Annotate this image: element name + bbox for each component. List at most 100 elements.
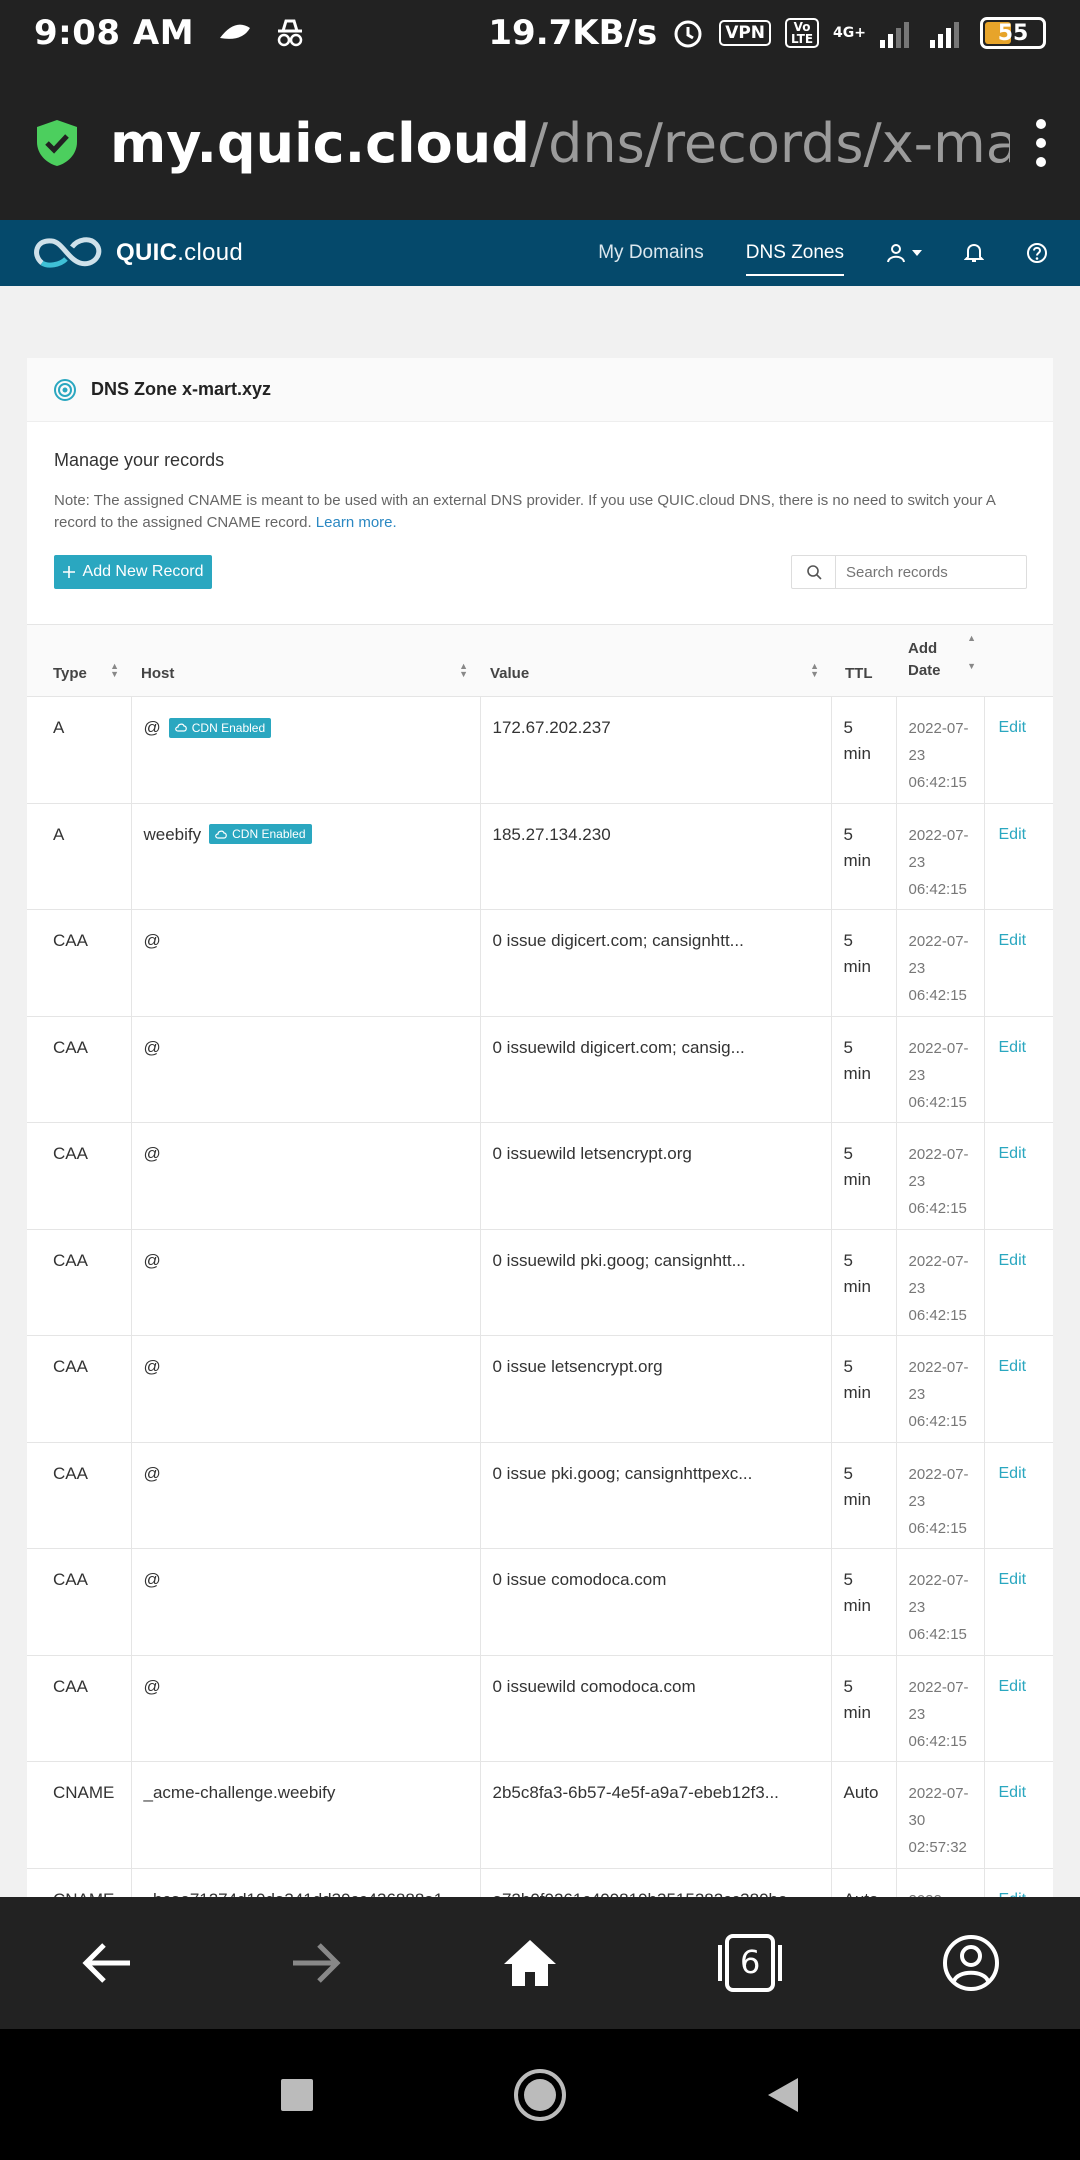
record-add-date: 2022-07-23 06:42:15 <box>896 1442 985 1549</box>
record-ttl: Auto <box>831 1868 897 1898</box>
record-type: CAA <box>27 1229 132 1336</box>
card-title: DNS Zone x-mart.xyz <box>91 379 272 399</box>
address-bar[interactable]: my.quic.cloud/dns/records/x-mart <box>0 66 1080 220</box>
record-type: A <box>27 696 132 803</box>
table-row: CAA @0 issuewild comodoca.com 5 min 2022-07… <box>27 1655 1053 1762</box>
header-value[interactable]: Value ▲ ▼ <box>490 661 819 683</box>
help-icon[interactable] <box>1026 242 1048 264</box>
user-menu[interactable] <box>886 243 922 263</box>
table-row: CAA @0 issuewild digicert.com; cansig... 5… <box>27 1016 1053 1123</box>
record-ttl: 5 min <box>831 1122 897 1229</box>
logo-icon <box>34 237 102 268</box>
back-arrow-icon[interactable] <box>80 1941 132 1985</box>
record-host: _acme-challenge.weebify <box>131 1761 481 1868</box>
record-value: 0 issuewild letsencrypt.org <box>480 1122 832 1229</box>
back-triangle-icon[interactable] <box>766 2076 800 2114</box>
edit-record-link[interactable]: Edit <box>998 1784 1027 1801</box>
home-icon[interactable] <box>502 1938 558 1988</box>
search-icon <box>806 565 822 580</box>
nav-my-domains[interactable]: My Domains <box>598 242 704 263</box>
add-new-record-button[interactable]: Add New Record <box>54 555 212 589</box>
account-icon[interactable] <box>942 1934 1000 1992</box>
caret-down-icon <box>912 250 922 256</box>
record-ttl: 5 min <box>831 1548 897 1655</box>
edit-record-link[interactable]: Edit <box>998 1038 1027 1056</box>
sort-icon: ▲ ▼ <box>967 633 976 671</box>
edit-record-link[interactable]: Edit <box>998 1571 1027 1588</box>
tab-count: 6 <box>739 1943 761 1981</box>
record-type: A <box>27 803 132 910</box>
signal-icon <box>880 22 909 48</box>
record-ttl: 5 min <box>831 1229 897 1336</box>
table-row: CAA @0 issuewild pki.goog; cansignhtt... 5… <box>27 1229 1053 1336</box>
header-add-date[interactable]: Add Date ▲ ▼ <box>896 625 984 697</box>
record-host: @ <box>131 1548 481 1655</box>
forward-arrow-icon[interactable] <box>291 1941 343 1985</box>
edit-record-link[interactable]: Edit <box>998 1145 1027 1162</box>
edit-record-link[interactable]: Edit <box>998 932 1027 949</box>
table-row: CAA @0 issue pki.goog; cansignhttpexc... 5… <box>27 1442 1053 1549</box>
bell-icon[interactable] <box>964 242 984 264</box>
record-add-date: 2022-07-23 06:42:15 <box>896 696 985 803</box>
sort-icon: ▲ ▼ <box>110 661 119 679</box>
record-add-date: 2022-07-23 06:42:15 <box>896 1229 985 1336</box>
search-input[interactable] <box>836 563 1016 581</box>
system-navigation-bar <box>0 2029 1080 2160</box>
incognito-icon <box>277 19 303 47</box>
alarm-icon <box>674 20 702 48</box>
table-row: CNAME_bcae71274d10da341dd39cc436888a1a72… <box>27 1868 1053 1898</box>
table-row: CAA @0 issue digicert.com; cansignhtt... 5… <box>27 909 1053 1016</box>
record-type: CAA <box>27 1016 132 1123</box>
edit-record-link[interactable]: Edit <box>998 1358 1027 1375</box>
weather-icon <box>220 24 251 39</box>
quic-cloud-logo[interactable]: QUIC.cloud <box>32 233 243 273</box>
edit-record-link[interactable]: Edit <box>998 825 1027 843</box>
plus-icon <box>62 566 75 578</box>
battery-level: 55 <box>997 20 1029 46</box>
record-ttl: 5 min <box>831 1016 897 1123</box>
record-value: 0 issue digicert.com; cansignhtt... <box>480 909 832 1016</box>
record-value: a72b0f0261c409819b3515282cc380be <box>480 1868 832 1898</box>
record-add-date: 2022-07-23 06:42:15 <box>896 1548 985 1655</box>
record-host: @ <box>131 1016 481 1123</box>
edit-record-link[interactable]: Edit <box>998 719 1027 736</box>
user-icon <box>887 244 905 263</box>
edit-record-link[interactable]: Edit <box>998 1251 1027 1269</box>
home-circle-icon[interactable] <box>513 2068 567 2122</box>
network-type: 4G+ <box>833 25 866 41</box>
record-add-date: 2022-07-23 06:42:15 <box>896 1655 985 1762</box>
learn-more-link[interactable]: Learn more. <box>315 514 397 531</box>
record-type: CAA <box>27 909 132 1016</box>
manage-heading: Manage your records <box>54 450 225 470</box>
status-bar: 9:08 AM 19.7KB/s VPN Vo LTE 4G+ 55 <box>0 0 1080 66</box>
edit-record-link[interactable]: Edit <box>998 1464 1027 1482</box>
header-type[interactable]: Type ▲ ▼ <box>53 661 119 683</box>
record-type: CNAME <box>27 1761 132 1868</box>
url-host: my.quic.cloud <box>110 111 530 175</box>
dns-records-table: Type ▲ ▼ Host ▲ ▼ Value ▲ ▼ TTL Add Date ▲ ▼ A @ C… <box>27 624 1053 1898</box>
signal-icon-2 <box>930 22 959 48</box>
edit-record-link[interactable]: Edit <box>984 1868 1053 1899</box>
header-host[interactable]: Host ▲ ▼ <box>141 661 468 683</box>
browser-menu-icon[interactable] <box>1036 119 1046 167</box>
record-add-date: 2022-07-23 06:42:15 <box>896 803 985 910</box>
record-type: CAA <box>27 1442 132 1549</box>
cloud-icon <box>174 723 187 732</box>
record-value: 0 issuewild digicert.com; cansig... <box>480 1016 832 1123</box>
record-host: @ <box>131 1655 481 1762</box>
network-speed: 19.7KB/s <box>488 13 658 53</box>
tabs-button[interactable]: 6 <box>717 1933 783 1993</box>
edit-record-link[interactable]: Edit <box>998 1677 1027 1695</box>
table-header-row: Type ▲ ▼ Host ▲ ▼ Value ▲ ▼ TTL Add Date ▲ ▼ <box>27 624 1053 697</box>
record-ttl: 5 min <box>831 1655 897 1762</box>
record-ttl: Auto <box>831 1761 897 1868</box>
record-host: _bcae71274d10da341dd39cc436888a1 <box>131 1868 481 1898</box>
record-add-date: 2022-07-23 06:42:15 <box>896 1122 985 1229</box>
logo-main: QUIC <box>116 239 178 266</box>
record-add-date: 2022-07-23 06:42:15 <box>896 1335 985 1442</box>
url-text[interactable]: my.quic.cloud/dns/records/x-mart <box>110 112 1010 175</box>
nav-dns-zones[interactable]: DNS Zones <box>745 234 845 276</box>
recents-square-icon[interactable] <box>280 2078 314 2112</box>
record-host: @ <box>131 1229 481 1336</box>
record-type: CAA <box>27 1548 132 1655</box>
